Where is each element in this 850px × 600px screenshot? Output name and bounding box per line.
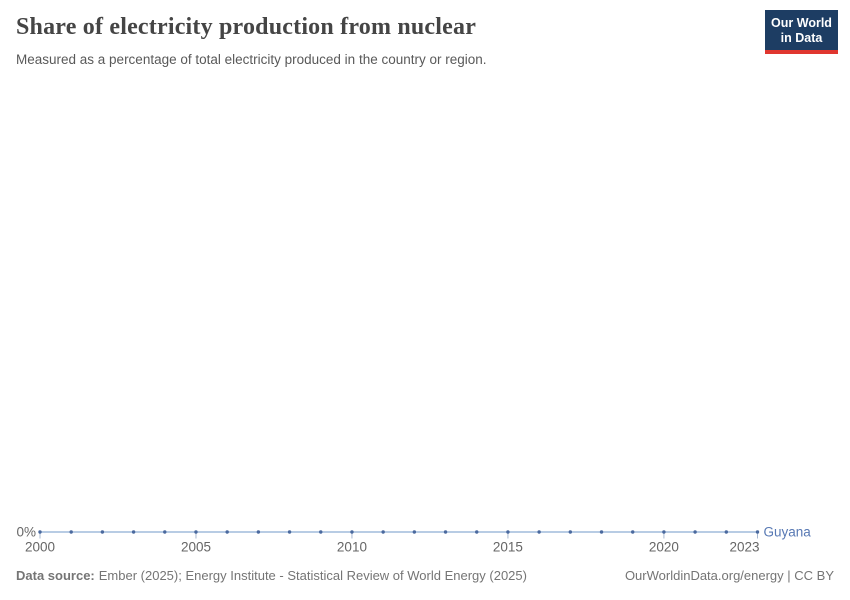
data-point-2004 <box>163 530 167 534</box>
data-source-text: Ember (2025); Energy Institute - Statist… <box>98 568 527 583</box>
data-point-2010 <box>350 530 354 534</box>
x-axis-label-2000: 2000 <box>25 540 55 555</box>
data-point-2011 <box>381 530 385 534</box>
data-point-2012 <box>412 530 417 534</box>
owid-logo-line2: in Data <box>780 31 823 45</box>
data-point-2023 <box>755 530 760 534</box>
data-point-2001 <box>69 530 73 534</box>
data-source: Data source: Ember (2025); Energy Institu… <box>16 568 527 583</box>
chart-footer: Data source: Ember (2025); Energy Institu… <box>16 568 834 583</box>
data-source-label: Data source: <box>16 568 95 583</box>
data-point-2005 <box>194 530 198 534</box>
data-point-2013 <box>443 530 448 534</box>
entity-label-guyana: Guyana <box>764 525 812 540</box>
x-axis-label-2015: 2015 <box>493 540 523 555</box>
data-point-2000 <box>38 530 42 534</box>
x-axis-label-2010: 2010 <box>337 540 367 555</box>
x-axis-label-2005: 2005 <box>181 540 211 555</box>
data-point-2003 <box>131 530 136 534</box>
data-point-2007 <box>256 530 261 534</box>
owid-logo: Our World in Data <box>765 10 838 54</box>
data-point-2009 <box>319 530 323 534</box>
data-point-2020 <box>662 530 666 534</box>
data-point-2015 <box>506 530 510 534</box>
data-point-2002 <box>100 530 105 534</box>
data-point-2006 <box>225 530 229 534</box>
y-axis-label-0: 0% <box>16 525 36 540</box>
x-axis-label-2020: 2020 <box>649 540 679 555</box>
data-point-2022 <box>724 530 729 534</box>
data-point-2017 <box>568 530 573 534</box>
data-point-2014 <box>475 530 479 534</box>
data-point-2016 <box>537 530 541 534</box>
footer-rights-link[interactable]: OurWorldinData.org/energy | CC BY <box>624 568 834 583</box>
chart-subtitle: Measured as a percentage of total electr… <box>16 52 487 67</box>
data-point-2018 <box>599 530 604 534</box>
x-axis-label-2023: 2023 <box>729 540 759 555</box>
page-title: Share of electricity production from nuc… <box>16 14 477 40</box>
data-point-2021 <box>693 530 697 534</box>
data-point-2019 <box>631 530 635 534</box>
data-point-2008 <box>287 530 292 534</box>
owid-logo-line1: Our World <box>771 16 832 30</box>
